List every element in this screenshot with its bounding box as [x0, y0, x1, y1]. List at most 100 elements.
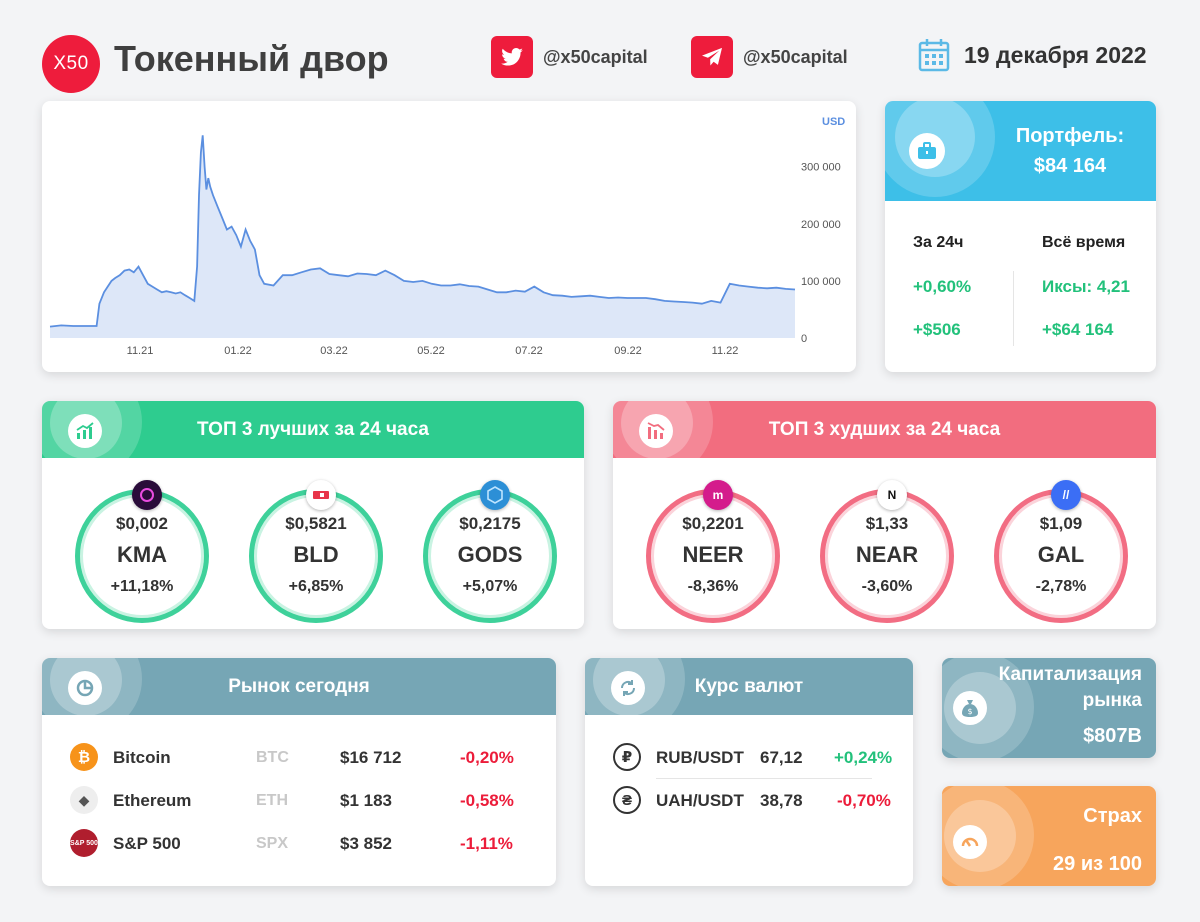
chart-up-icon	[68, 414, 102, 448]
ethereum-icon: ◆	[70, 786, 98, 814]
asset-price: $16 712	[340, 748, 402, 767]
portfolio-area-chart: 300 000 200 000 100 000 0 USD 11.21 01.22 03.22…	[49, 116, 845, 357]
bitcoin-icon: ₿	[70, 743, 98, 771]
pie-chart-icon	[68, 671, 102, 705]
gainer-kma[interactable]: $0,002 KMA +11,18%	[75, 480, 209, 623]
market-cap-card: $ Капитализация рынка $807B	[942, 658, 1156, 758]
neer-icon: m	[703, 480, 733, 510]
period-alltime-header: Всё время	[1042, 234, 1126, 251]
currency-card: Курс валют ₽ RUB/USDT 67,12 +0,24% ₴ UAH…	[585, 658, 913, 886]
x-tick-label: 03.22	[320, 345, 348, 357]
asset-change: -1,11%	[460, 834, 513, 853]
asset-name: Ethereum	[113, 791, 192, 810]
currency-title: Курс валют	[694, 676, 804, 697]
y-tick-label: 0	[801, 333, 807, 345]
asset-name: Bitcoin	[113, 748, 171, 767]
twitter-icon	[491, 36, 533, 78]
market-cap-value: $807B	[1083, 725, 1142, 747]
telegram-handle: @x50capital	[743, 46, 848, 67]
currency-rate: 67,12	[760, 748, 803, 767]
multiplier-alltime: Иксы: 4,21	[1042, 277, 1130, 296]
asset-ticker: SPX	[256, 835, 289, 852]
top-gainers-title: ТОП 3 лучших за 24 часа	[197, 419, 429, 440]
market-today-card: Рынок сегодня ₿ Bitcoin BTC $16 712 -0,2…	[42, 658, 556, 886]
date-text: 19 декабря 2022	[964, 41, 1147, 68]
portfolio-title: Портфель:	[1015, 125, 1125, 147]
gal-icon: //	[1051, 480, 1081, 510]
asset-change: -0,20%	[460, 748, 514, 767]
pnl-24h-usd: +$506	[913, 320, 961, 339]
twitter-handle: @x50capital	[543, 46, 648, 67]
currency-label: USD	[822, 116, 845, 128]
market-cap-title-2: рынка	[1082, 690, 1142, 711]
fear-title: Страх	[1083, 805, 1142, 827]
sp500-icon: S&P 500	[70, 829, 98, 857]
coin-symbol: NEAR	[855, 542, 919, 567]
gainer-bld[interactable]: $0,5821 BLD +6,85%	[249, 480, 383, 623]
portfolio-card: Портфель: $84 164 За 24ч Всё время +0,60…	[885, 101, 1156, 372]
chart-down-icon	[639, 414, 673, 448]
x-tick-label: 05.22	[417, 345, 445, 357]
currency-change: -0,70%	[837, 791, 891, 810]
divider	[1013, 271, 1014, 346]
kma-icon	[132, 480, 162, 510]
calendar-icon	[918, 39, 950, 72]
twitter-link[interactable]: @x50capital	[491, 36, 648, 78]
coin-symbol: GODS	[457, 542, 523, 567]
asset-name: S&P 500	[113, 834, 181, 853]
loser-near[interactable]: N $1,33 NEAR -3,60%	[820, 480, 954, 623]
gainer-gods[interactable]: $0,2175 GODS +5,07%	[423, 480, 557, 623]
coin-change: -3,60%	[861, 578, 913, 595]
telegram-icon	[691, 36, 733, 78]
coin-price: $0,2201	[682, 514, 744, 533]
date-display: 19 декабря 2022	[918, 38, 1147, 72]
coin-symbol: KMA	[116, 542, 168, 567]
loser-gal[interactable]: // $1,09 GAL -2,78%	[994, 480, 1128, 623]
page-title: Токенный двор	[114, 38, 389, 79]
coin-change: +11,18%	[110, 578, 174, 595]
bld-icon	[306, 480, 336, 510]
currency-exchange-icon	[611, 671, 645, 705]
period-24h-header: За 24ч	[913, 234, 964, 251]
divider	[656, 778, 872, 779]
fear-value: 29 из 100	[1053, 853, 1142, 875]
market-today-header: Рынок сегодня	[42, 658, 556, 715]
coin-change: -8,36%	[687, 578, 739, 595]
loser-neer[interactable]: m $0,2201 NEER -8,36%	[646, 480, 780, 623]
pnl-alltime-usd: +$64 164	[1042, 320, 1114, 339]
coin-change: +6,85%	[288, 578, 344, 595]
currency-pair: UAH/USDT	[656, 791, 744, 810]
x50-logo: X50	[42, 35, 100, 93]
asset-change: -0,58%	[460, 791, 514, 810]
telegram-link[interactable]: @x50capital	[691, 36, 848, 78]
gods-icon	[480, 480, 510, 510]
top-losers-card: ТОП 3 худших за 24 часа m $0,2201 NEER -…	[613, 401, 1156, 629]
market-today-title: Рынок сегодня	[228, 676, 370, 697]
coin-price: $0,002	[116, 514, 168, 533]
money-bag-icon: $	[953, 691, 987, 725]
near-icon: N	[877, 480, 907, 510]
market-cap-title-1: Капитализация	[998, 664, 1142, 685]
top-gainers-card: ТОП 3 лучших за 24 часа $0,002 KMA +11,1…	[42, 401, 584, 629]
hryvnia-icon: ₴	[613, 786, 641, 814]
x-tick-label: 09.22	[614, 345, 642, 357]
currency-change: +0,24%	[834, 748, 893, 767]
y-tick-label: 300 000	[801, 162, 841, 174]
x-tick-label: 07.22	[515, 345, 543, 357]
currency-header: Курс валют	[585, 658, 913, 715]
coin-price: $0,2175	[459, 514, 521, 533]
coin-price: $1,09	[1039, 514, 1083, 533]
top-losers-title: ТОП 3 худших за 24 часа	[768, 419, 1001, 440]
chart-series-line	[49, 135, 796, 328]
x-tick-label: 01.22	[224, 345, 252, 357]
pnl-24h-percent: +0,60%	[913, 277, 972, 296]
fear-index-card: Страх 29 из 100	[942, 786, 1156, 886]
svg-text:$: $	[967, 707, 972, 716]
gauge-icon	[953, 825, 987, 859]
coin-price: $1,33	[865, 514, 909, 533]
portfolio-chart-card: 300 000 200 000 100 000 0 USD 11.21 01.22 03.22…	[42, 101, 856, 372]
logo-text: X50	[53, 53, 89, 74]
asset-ticker: BTC	[256, 749, 289, 766]
portfolio-header: Портфель: $84 164	[885, 101, 1156, 201]
coin-change: +5,07%	[462, 578, 518, 595]
